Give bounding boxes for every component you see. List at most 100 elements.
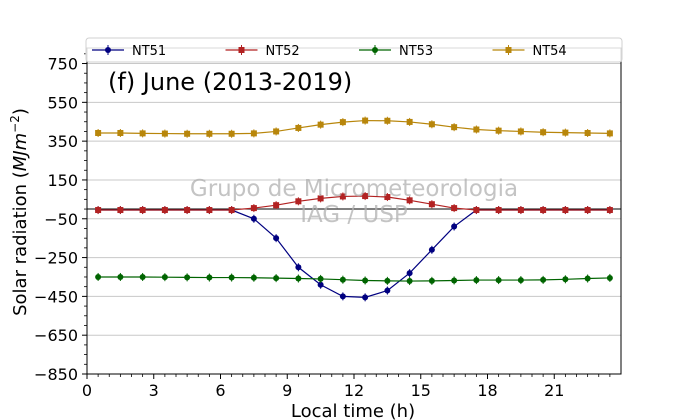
data-point [339, 119, 346, 126]
grid-lines [87, 63, 621, 375]
legend-item-nt53: NT53 [359, 44, 433, 59]
data-point [139, 273, 146, 280]
data-point [451, 223, 458, 230]
series-nt54 [95, 116, 613, 138]
watermark-line-1: Grupo de Micrometeorologia [190, 176, 518, 202]
data-point [540, 129, 547, 136]
data-point [495, 207, 502, 214]
series-line [98, 276, 610, 282]
data-point [250, 205, 257, 212]
data-point [362, 193, 369, 200]
data-point [139, 207, 146, 214]
data-point [451, 124, 458, 131]
data-point [139, 130, 146, 137]
x-tick-label: 0 [82, 381, 92, 400]
data-point [406, 270, 413, 277]
x-axis-label: Local time (h) [291, 401, 415, 420]
data-point [473, 277, 480, 284]
series-nt52 [95, 192, 613, 215]
y-axis-label: Solar radiation (MJm−2) [8, 108, 31, 316]
data-point [384, 277, 391, 284]
data-point [184, 130, 191, 137]
series-layer [95, 116, 613, 302]
series-nt53 [95, 272, 613, 286]
data-point [250, 215, 257, 222]
data-point [451, 277, 458, 284]
data-point [295, 264, 302, 271]
data-point [540, 207, 547, 214]
data-point [184, 274, 191, 281]
y-tick-label: 150 [47, 171, 78, 190]
data-point [495, 277, 502, 284]
axes: 0 3 6 9 12 15 18 21 −850 −650 −450 −250 −50 150 350 550… [34, 53, 611, 400]
data-point [206, 274, 213, 281]
data-point [584, 207, 591, 214]
legend-label: NT52 [266, 44, 300, 59]
data-point [317, 121, 324, 128]
y-tick-label: 550 [47, 93, 78, 112]
data-point [428, 201, 435, 208]
y-tick-label: −450 [34, 287, 78, 306]
data-point [339, 193, 346, 200]
data-point [362, 294, 369, 301]
data-point [228, 274, 235, 281]
data-point [362, 117, 369, 124]
legend-label: NT51 [132, 44, 166, 59]
watermark-line-2: IAG / USP [300, 202, 408, 228]
data-point [362, 277, 369, 284]
data-point [562, 129, 569, 136]
data-point [428, 121, 435, 128]
data-point [295, 198, 302, 205]
data-point [473, 126, 480, 133]
data-point [317, 275, 324, 282]
data-point [540, 276, 547, 283]
panel-label: (f) June (2013-2019) [108, 68, 352, 96]
data-point [117, 207, 124, 214]
legend-marker [105, 47, 111, 53]
data-point [339, 276, 346, 283]
data-point [517, 128, 524, 135]
data-point [584, 129, 591, 136]
data-point [495, 127, 502, 134]
data-point [228, 130, 235, 137]
y-tick-label: −850 [34, 365, 78, 384]
data-point [161, 207, 168, 214]
data-point [584, 275, 591, 282]
data-point [428, 246, 435, 253]
data-point [295, 275, 302, 282]
y-tick-label: −50 [44, 210, 78, 229]
data-point [406, 118, 413, 125]
data-point [117, 273, 124, 280]
data-point [473, 207, 480, 214]
legend-label: NT54 [533, 44, 567, 59]
data-point [206, 130, 213, 137]
x-tick-label: 9 [282, 381, 292, 400]
legend-marker [505, 47, 512, 53]
x-tick-label: 21 [544, 381, 564, 400]
data-point [295, 124, 302, 131]
series-line [98, 119, 610, 135]
y-tick-label: −650 [34, 326, 78, 345]
data-point [606, 274, 613, 281]
legend-marker [238, 47, 245, 53]
watermark: Grupo de Micrometeorologia IAG / USP [190, 176, 518, 228]
legend: NT51 NT52 NT53 NT54 [85, 37, 623, 63]
legend-item-nt51: NT51 [92, 44, 166, 59]
legend-box [85, 37, 623, 63]
data-point [95, 273, 102, 280]
data-point [406, 278, 413, 285]
data-point [206, 207, 213, 214]
legend-marker [372, 47, 378, 53]
y-axis-label-text: Solar radiation ( [10, 171, 31, 316]
data-point [606, 207, 613, 214]
legend-item-nt52: NT52 [225, 44, 300, 59]
y-axis-label-unit: MJm [10, 133, 31, 171]
data-point [562, 207, 569, 214]
data-point [517, 207, 524, 214]
data-point [384, 287, 391, 294]
y-tick-label: 350 [47, 132, 78, 151]
data-point [273, 275, 280, 282]
data-point [161, 130, 168, 137]
data-point [184, 207, 191, 214]
